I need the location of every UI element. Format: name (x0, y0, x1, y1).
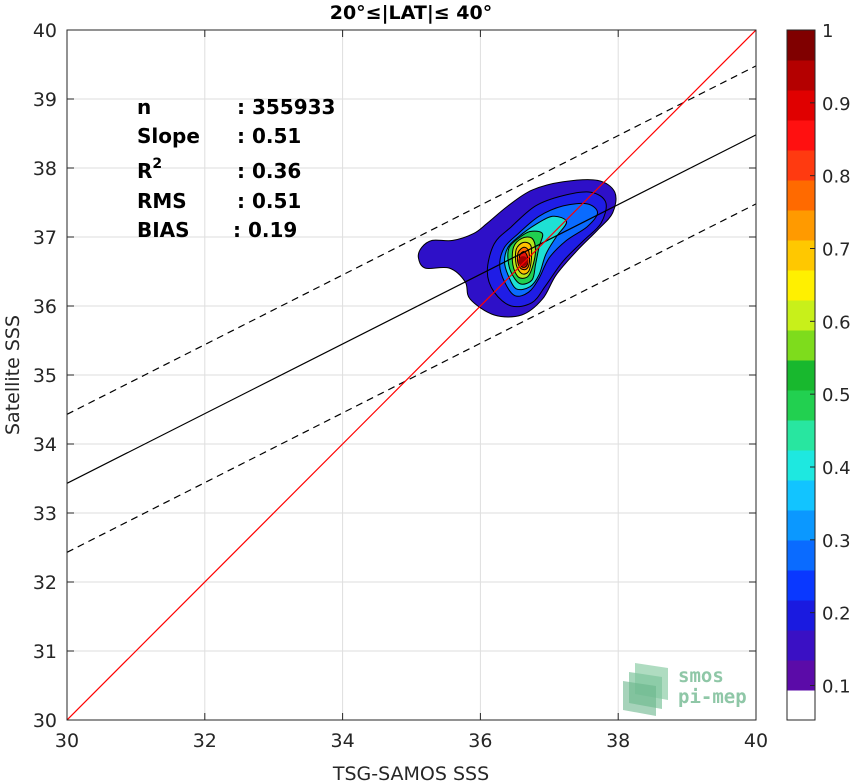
colorbar-band (787, 540, 815, 571)
colorbar-tick-label: 0.5 (822, 385, 851, 406)
stat-n-value: : 355933 (237, 95, 335, 119)
colorbar-band (787, 90, 815, 121)
colorbar-tick-label: 0.3 (822, 531, 851, 552)
y-tick-label: 30 (33, 710, 57, 732)
stat-rms-label: RMS (137, 189, 187, 213)
stat-rms-value: : 0.51 (237, 189, 301, 213)
stat-r2-superscript: 2 (152, 156, 162, 172)
y-tick-label: 34 (33, 434, 57, 456)
colorbar-band (787, 690, 815, 721)
colorbar-band (787, 510, 815, 541)
y-tick-label: 38 (33, 158, 57, 180)
upper-bound-line (67, 65, 756, 415)
colorbar-band (787, 630, 815, 661)
colorbar-band (787, 60, 815, 91)
chart-title: 20°≤|LAT|≤ 40° (330, 2, 493, 24)
colorbar-band (787, 570, 815, 601)
colorbar-band (787, 450, 815, 481)
stat-bias-label: BIAS (137, 218, 190, 242)
stat-slope-label: Slope (137, 124, 200, 148)
stats-box: n : 355933 Slope : 0.51 R2 : 0.36 RMS : … (137, 95, 335, 242)
x-axis: 30 32 34 36 38 40 (55, 30, 768, 752)
y-axis-label: Satellite SSS (2, 315, 24, 435)
colorbar-band (787, 390, 815, 421)
colorbar-tick-label: 0.9 (822, 94, 851, 115)
density-peak (518, 256, 529, 267)
x-tick-label: 30 (55, 730, 79, 752)
colorbar-tick-label: 0.2 (822, 604, 851, 625)
logo-text-smos: smos (678, 665, 724, 687)
colorbar-band (787, 180, 815, 211)
colorbar-band (787, 270, 815, 301)
colorbar-band (787, 210, 815, 241)
grid (66, 29, 757, 721)
colorbar-band (787, 240, 815, 271)
y-tick-label: 33 (33, 503, 57, 525)
y-tick-label: 36 (33, 296, 57, 318)
y-axis: 30 31 32 33 34 35 36 37 38 39 40 (33, 20, 756, 732)
identity-line (67, 30, 756, 720)
lower-bound-line (67, 203, 756, 553)
stat-bias-value: : 0.19 (233, 218, 297, 242)
colorbar-band (787, 120, 815, 151)
y-tick-label: 32 (33, 572, 57, 594)
logo-layers-icon (623, 663, 668, 716)
colorbar-tick-label: 1 (822, 21, 833, 42)
colorbar-band (787, 360, 815, 391)
x-tick-label: 38 (606, 730, 630, 752)
stat-n-label: n (137, 95, 151, 119)
x-tick-label: 34 (331, 730, 355, 752)
y-tick-label: 31 (33, 641, 57, 663)
y-tick-label: 35 (33, 365, 57, 387)
y-tick-label: 37 (33, 227, 57, 249)
colorbar-tick-label: 0.8 (822, 167, 851, 188)
y-tick-label: 39 (33, 89, 57, 111)
y-tick-label: 40 (33, 20, 57, 42)
colorbar-tick-label: 0.7 (822, 240, 851, 261)
colorbar-band (787, 480, 815, 511)
regression-line (67, 134, 756, 484)
logo-text-pi-mep: pi-mep (678, 686, 747, 708)
colorbar-band (787, 330, 815, 361)
stat-r2-label: R2 (137, 156, 162, 183)
colorbar-tick-label: 0.4 (822, 458, 851, 479)
x-tick-label: 36 (468, 730, 492, 752)
colorbar-band (787, 420, 815, 451)
colorbar-band (787, 30, 815, 61)
stat-r2-value: : 0.36 (237, 159, 301, 183)
colorbar: 0.1 0.2 0.3 0.4 0.5 0.6 0.7 0.8 0.9 1 (786, 21, 851, 721)
smos-pi-mep-logo: smos pi-mep (623, 663, 747, 716)
colorbar-band (787, 300, 815, 331)
colorbar-frame (786, 29, 816, 721)
x-axis-label: TSG-SAMOS SSS (332, 763, 489, 784)
x-tick-label: 32 (193, 730, 217, 752)
colorbar-band (787, 600, 815, 631)
x-tick-label: 40 (744, 730, 768, 752)
colorbar-tick-label: 0.1 (822, 677, 851, 698)
colorbar-tick-label: 0.6 (822, 312, 851, 333)
stat-slope-value: : 0.51 (237, 124, 301, 148)
fit-lines (67, 30, 756, 720)
